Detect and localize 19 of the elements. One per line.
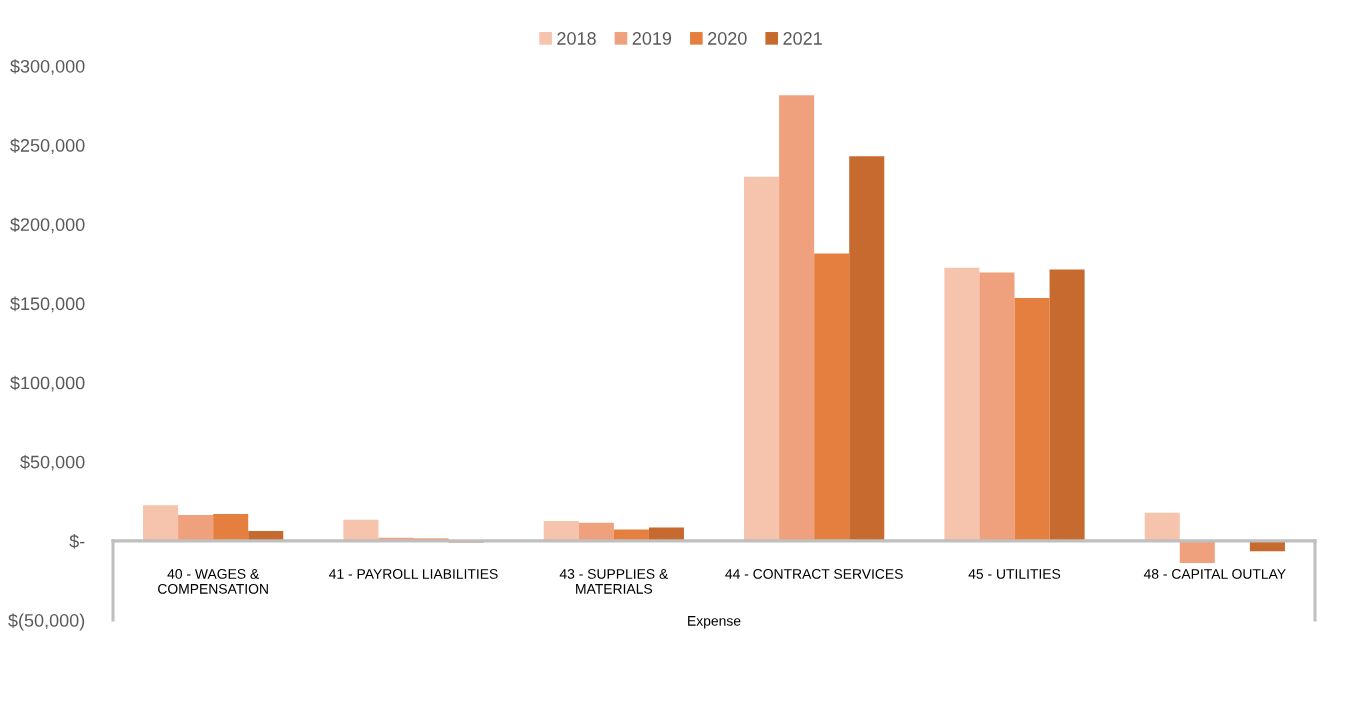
x-tick-label: 45 - UTILITIES	[968, 569, 1061, 579]
y-tick-label: $-	[69, 534, 85, 549]
y-tick-label: $150,000	[10, 296, 85, 313]
x-axis-title: Expense	[688, 616, 741, 629]
y-tick-label: $200,000	[10, 217, 85, 234]
legend-label: 2021	[783, 32, 822, 45]
legend-label: 2020	[708, 32, 747, 45]
legend-label: 2019	[632, 32, 672, 45]
legend-label: 2018	[557, 32, 596, 45]
y-tick-label: $100,000	[10, 375, 85, 392]
y-tick-label: $250,000	[10, 138, 85, 154]
x-tick-label: 43 - SUPPLIES & MATERIALS	[559, 569, 669, 594]
y-tick-label: $(50,000)	[8, 613, 85, 631]
x-tick-label: 40 - WAGES & COMPENSATION	[158, 569, 268, 594]
y-tick-label: $300,000	[10, 59, 85, 75]
x-tick-label: 41 - PAYROLL LIABILITIES	[329, 569, 498, 579]
y-tick-label: $50,000	[20, 454, 85, 471]
x-tick-label: 48 - CAPITAL OUTLAY	[1143, 569, 1286, 579]
x-tick-label: 44 - CONTRACT SERVICES	[725, 569, 903, 579]
